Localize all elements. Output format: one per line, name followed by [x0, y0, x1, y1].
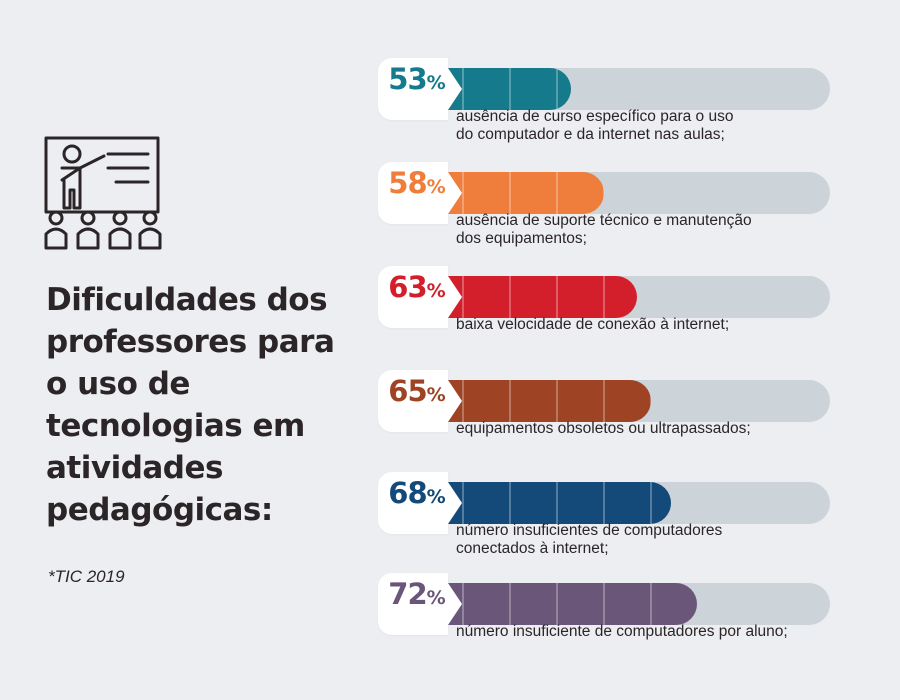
- percent-sign: %: [426, 280, 446, 302]
- bar-item: 63% baixa velocidade de conexão à interne…: [378, 258, 858, 358]
- value-label: 72%: [382, 577, 452, 611]
- bar-item: 68% número insuficientes de computadores c…: [378, 464, 858, 564]
- bar-track: [418, 482, 830, 524]
- value-badge: [378, 58, 462, 120]
- category-label: equipamentos obsoletos ou ultrapassados;: [456, 420, 751, 437]
- bar-item: 72% número insuficiente de computadores p…: [378, 565, 858, 665]
- bar-item: 58% ausência de suporte técnico e manuten…: [378, 154, 858, 254]
- percent-sign: %: [426, 486, 446, 508]
- category-label: baixa velocidade de conexão à internet;: [456, 316, 730, 333]
- bar-item: 53% ausência de curso específico para o u…: [378, 50, 858, 150]
- value-number: 53: [388, 62, 427, 96]
- bar-track: [418, 68, 830, 110]
- value-number: 63: [388, 270, 427, 304]
- bar-track: [418, 276, 830, 318]
- source-note: *TIC 2019: [48, 567, 125, 586]
- bar-track: [418, 172, 830, 214]
- value-number: 65: [388, 374, 427, 408]
- chart-title: Dificuldades dos professores para o uso …: [46, 282, 335, 528]
- percent-sign: %: [426, 587, 446, 609]
- value-number: 72: [388, 577, 427, 611]
- value-number: 68: [388, 476, 427, 510]
- value-badge: [378, 266, 462, 328]
- value-label: 65%: [382, 374, 452, 408]
- category-label: número insuficiente de computadores por …: [456, 623, 788, 640]
- value-label: 58%: [382, 166, 452, 200]
- percent-sign: %: [426, 384, 446, 406]
- category-label: ausência de curso específico para o uso d…: [456, 108, 734, 143]
- bar-fill: [418, 583, 697, 625]
- value-badge: [378, 370, 462, 432]
- value-label: 53%: [382, 62, 452, 96]
- bar-track: [418, 380, 830, 422]
- category-label: ausência de suporte técnico e manutenção…: [456, 212, 752, 247]
- value-label: 63%: [382, 270, 452, 304]
- teacher-presentation-icon: [44, 136, 162, 250]
- bar-track: [418, 583, 830, 625]
- value-number: 58: [388, 166, 427, 200]
- bar-item: 65% equipamentos obsoletos ou ultrapassad…: [378, 362, 858, 462]
- value-badge: [378, 162, 462, 224]
- percent-sign: %: [426, 72, 446, 94]
- value-label: 68%: [382, 476, 452, 510]
- percent-sign: %: [426, 176, 446, 198]
- value-badge: [378, 573, 462, 635]
- category-label: número insuficientes de computadores cone…: [456, 522, 723, 557]
- value-badge: [378, 472, 462, 534]
